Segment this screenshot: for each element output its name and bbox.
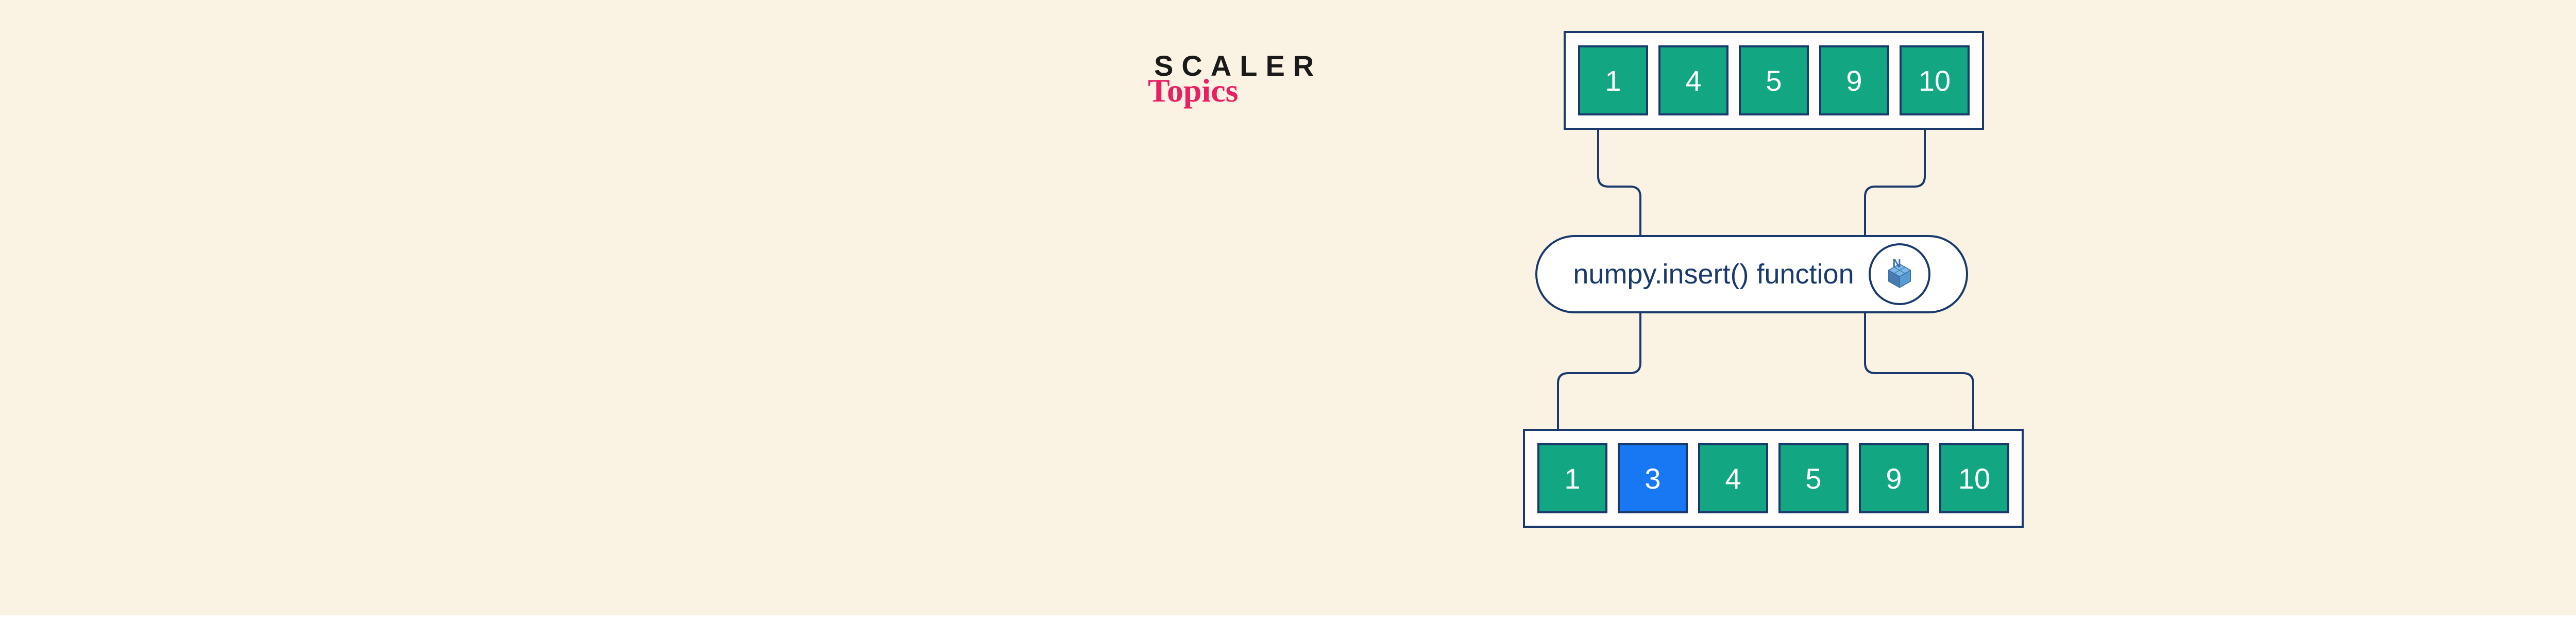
input-cell-1: 4 bbox=[1658, 45, 1728, 115]
output-cell-0: 1 bbox=[1537, 443, 1607, 513]
output-cell-1-inserted: 3 bbox=[1618, 443, 1688, 513]
input-cell-2: 5 bbox=[1739, 45, 1809, 115]
output-cell-2: 4 bbox=[1698, 443, 1768, 513]
connector-top-right bbox=[1865, 130, 1925, 239]
output-array: 1 3 4 5 9 10 bbox=[1523, 429, 2024, 528]
function-box: numpy.insert() function N bbox=[1535, 235, 1968, 313]
function-label: numpy.insert() function bbox=[1573, 258, 1854, 290]
input-cell-0: 1 bbox=[1578, 45, 1648, 115]
output-cell-4: 9 bbox=[1859, 443, 1929, 513]
input-cell-4: 10 bbox=[1900, 45, 1970, 115]
numpy-icon: N bbox=[1869, 243, 1930, 305]
connector-bottom-right bbox=[1865, 313, 1973, 432]
connector-bottom-left bbox=[1558, 313, 1651, 432]
input-array: 1 4 5 9 10 bbox=[1564, 31, 1984, 130]
output-cell-5: 10 bbox=[1939, 443, 2009, 513]
svg-text:N: N bbox=[1892, 256, 1901, 270]
input-cell-3: 9 bbox=[1819, 45, 1889, 115]
connector-top-left bbox=[1598, 130, 1650, 239]
output-cell-3: 5 bbox=[1778, 443, 1849, 513]
scaler-topics-logo: SCALER Topics bbox=[1154, 52, 1322, 104]
page-bottom-strip bbox=[0, 615, 2576, 636]
